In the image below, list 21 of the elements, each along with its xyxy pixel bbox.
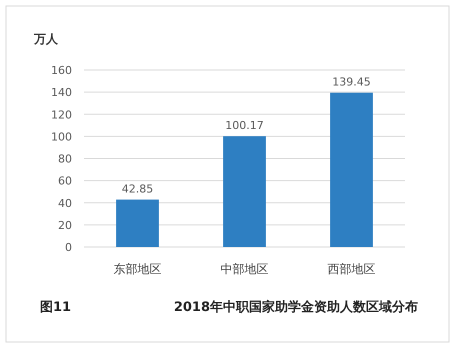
y-tick-label: 80 [58,152,72,166]
caption: 图11 [40,300,72,315]
text: 2018年中职国家助学金资助人数区域分布 [174,299,418,315]
data-label: 139.45 [332,76,371,89]
y-tick-label: 100 [51,130,72,144]
bar [116,200,159,247]
y-tick-label: 60 [58,174,72,188]
data-label: 100.17 [225,119,264,132]
y-tick-label: 0 [65,241,72,254]
y-tick-label: 120 [51,108,72,122]
x-tick-label: 东部地区 [114,262,162,276]
bar [223,136,266,247]
y-tick-label: 160 [51,64,72,77]
y-axis-title: 万人 [33,32,59,46]
x-tick-label: 西部地区 [328,262,376,276]
y-tick-label: 20 [58,218,72,232]
data-label: 42.85 [122,182,154,196]
y-tick-label: 40 [58,196,72,210]
bar [330,92,373,247]
x-tick-label: 中部地区 [220,262,268,276]
y-tick-label: 140 [51,86,72,100]
